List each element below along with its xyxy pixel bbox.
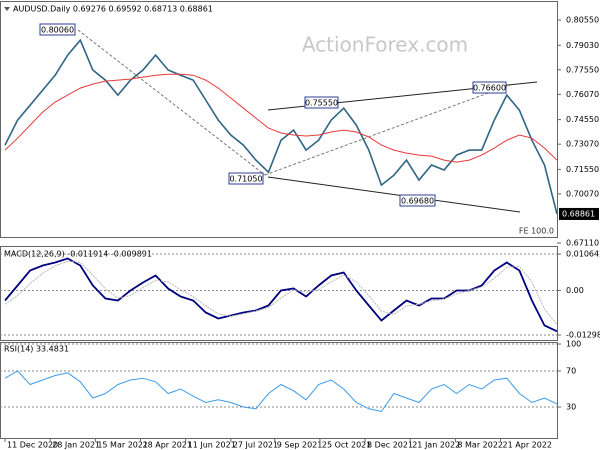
trend-line <box>77 29 266 176</box>
plots: 0.80550 0.79030 0.77550 0.76070 0.74550 0.730… <box>0 16 600 450</box>
y-tick-label: 0.71550 <box>566 165 599 174</box>
series-line <box>4 370 558 413</box>
trend-line <box>264 84 511 176</box>
x-tick-label: 21 Apr 2022 <box>503 441 552 450</box>
x-tick-label: 8 Dec 2021 <box>367 441 413 450</box>
y-tick-label: 100 <box>566 339 581 348</box>
y-tick-label: -0.012988 <box>566 330 600 339</box>
annotation: FE 100.0 <box>519 227 554 236</box>
y-tick-label: 0.010642 <box>566 249 600 258</box>
annotation: 0.75550 <box>305 99 338 108</box>
x-tick-label: 11 Jun 2021 <box>188 441 236 450</box>
annotation: 0.71050 <box>229 175 262 184</box>
y-tick-label: 0.73070 <box>566 140 599 149</box>
y-tick-label: 30 <box>566 403 576 412</box>
y-tick-label: 0.76070 <box>566 90 599 99</box>
x-tick-label: 27 Jul 2021 <box>233 441 278 450</box>
x-tick-label: 28 Jan 2021 <box>52 441 100 450</box>
macd-pane <box>0 246 558 341</box>
channel-line <box>267 176 521 213</box>
rsi-pane <box>0 342 558 439</box>
annotation: 0.76600 <box>473 84 506 93</box>
chart-title: AUDUSD.Daily 0.69276 0.69592 0.68713 0.6… <box>13 5 213 14</box>
watermark: ActionForex.com <box>302 33 468 57</box>
label-box <box>39 23 76 36</box>
series-line <box>4 73 558 163</box>
annotation: 0.80060 <box>41 26 74 35</box>
x-tick-label: 9 Sep 2021 <box>277 441 323 450</box>
series-line <box>4 257 558 333</box>
current-price-box <box>559 207 599 220</box>
label-box <box>472 81 507 94</box>
current-price-label: 0.68861 <box>562 209 595 218</box>
y-tick-label: 0.80550 <box>566 16 599 25</box>
x-tick-label: 15 Mar 2021 <box>97 441 148 450</box>
label-box <box>304 96 339 109</box>
y-tick-label: 0.79030 <box>566 41 599 50</box>
y-tick-label: 0.00 <box>566 286 584 295</box>
y-tick-label: 0.70070 <box>566 189 599 198</box>
x-tick-label: 21 Jan 2022 <box>412 441 460 450</box>
title-icon <box>4 7 10 11</box>
series-line <box>4 38 558 215</box>
label-box <box>399 194 436 207</box>
label-box <box>228 172 264 185</box>
annotation: 0.69680 <box>401 197 434 206</box>
y-tick-label: 70 <box>566 367 576 376</box>
x-tick-label: 8 Mar 2022 <box>457 441 503 450</box>
x-tick-label: 25 Oct 2021 <box>322 441 371 450</box>
y-tick-label: 0.67110 <box>566 239 599 248</box>
x-tick-label: 28 Apr 2021 <box>143 441 192 450</box>
y-tick-label: 0.77550 <box>566 65 599 74</box>
rsi-title: RSI(14) 33.4831 <box>4 345 69 354</box>
x-tick-label: 11 Dec 2020 <box>7 441 58 450</box>
y-tick-label: 0.74550 <box>566 115 599 124</box>
series-line <box>4 260 558 325</box>
